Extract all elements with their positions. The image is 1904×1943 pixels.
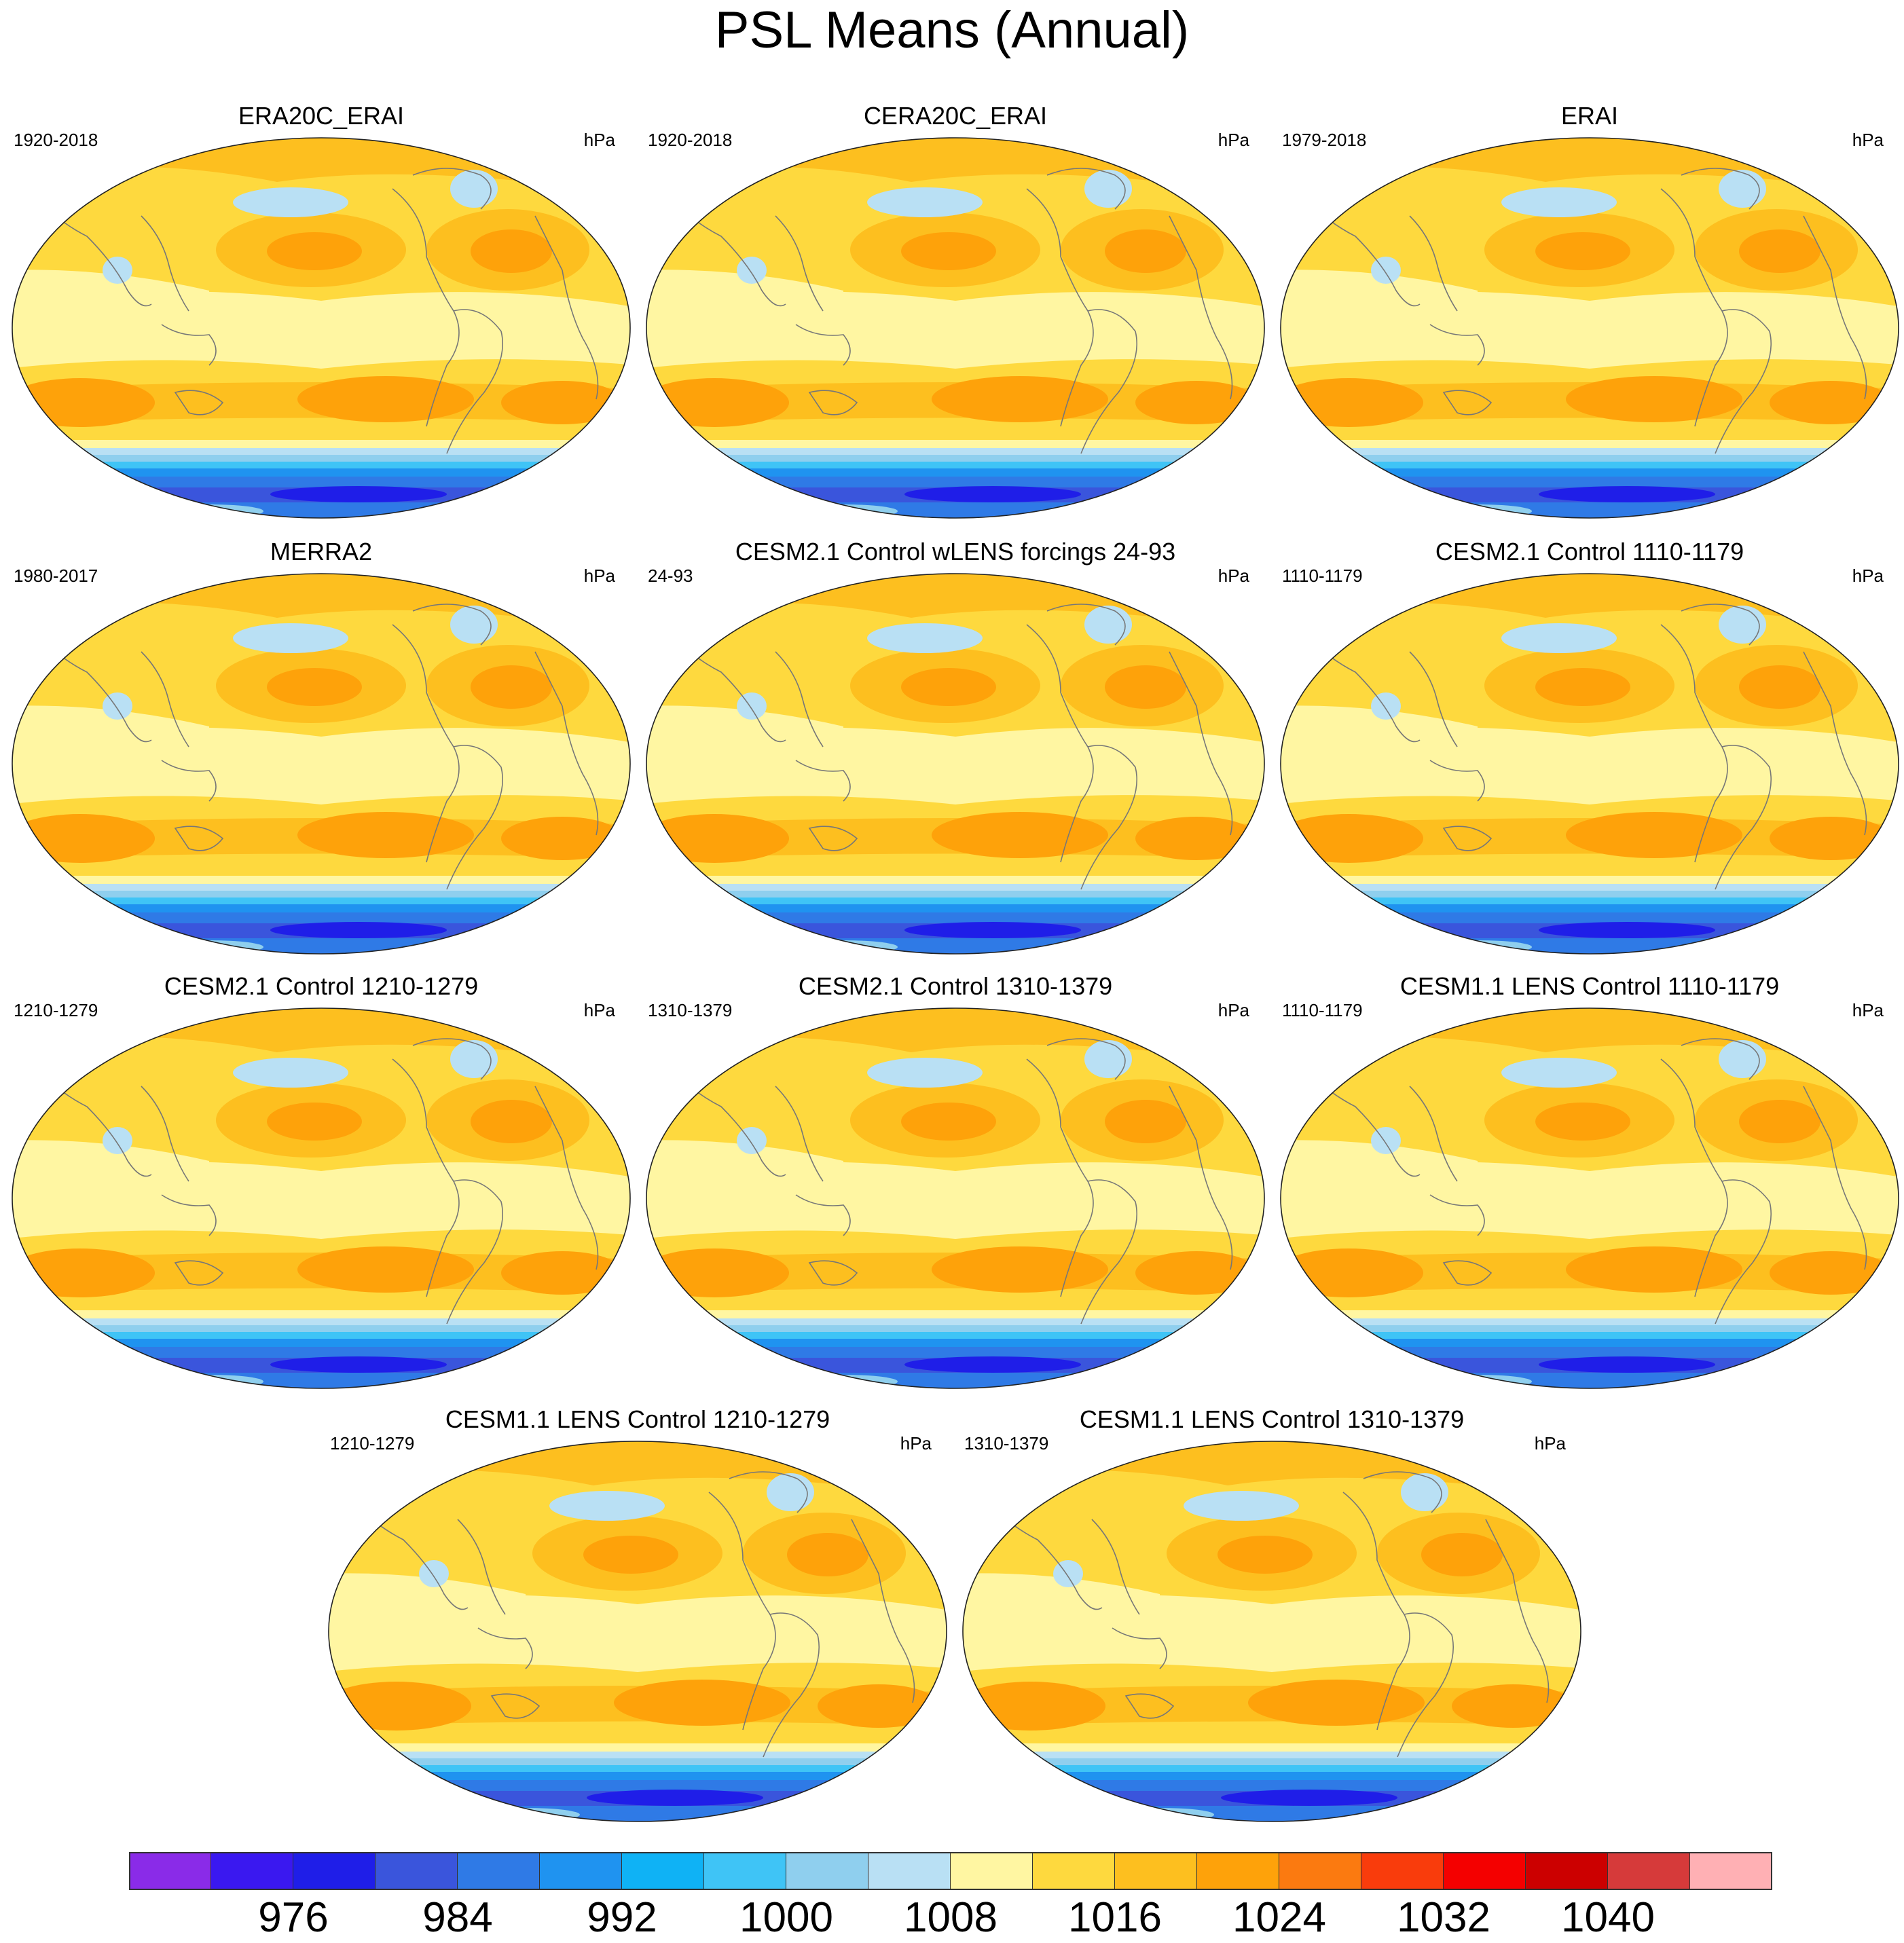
panel-title: MERRA2 <box>270 538 373 566</box>
map-panel: CESM2.1 Control 1110-1179 1110-1179 hPa <box>1274 536 1904 957</box>
colorbar-tick-label: 1000 <box>739 1894 833 1941</box>
panel-units-label: hPa <box>1534 1433 1566 1454</box>
psl-map <box>646 573 1265 955</box>
panel-units-label: hPa <box>1218 1000 1249 1020</box>
map-panel: CESM2.1 Control wLENS forcings 24-93 24-… <box>640 536 1271 957</box>
colorbar-swatch <box>1526 1852 1608 1890</box>
panel-title: CESM1.1 LENS Control 1310-1379 <box>1079 1405 1465 1433</box>
colorbar-tick-label: 984 <box>422 1894 493 1941</box>
colorbar-swatch <box>1197 1852 1279 1890</box>
panel-units-label: hPa <box>1852 566 1884 586</box>
panel-title: CESM1.1 LENS Control 1110-1179 <box>1399 972 1780 1000</box>
panel-title: CERA20C_ERAI <box>863 102 1048 130</box>
panel-period-label: 1110-1179 <box>1282 1000 1363 1020</box>
colorbar-tick-label: 976 <box>258 1894 329 1941</box>
colorbar-tick-label: 992 <box>587 1894 657 1941</box>
colorbar-swatch <box>1444 1852 1526 1890</box>
panel-title: ERA20C_ERAI <box>238 102 405 130</box>
panel-units-label: hPa <box>1852 130 1884 150</box>
colorbar-swatch <box>1115 1852 1197 1890</box>
psl-map <box>12 137 631 519</box>
psl-map <box>1280 573 1899 955</box>
panel-period-label: 1979-2018 <box>1282 130 1367 150</box>
colorbar-swatch <box>868 1852 951 1890</box>
panel-period-label: 1210-1279 <box>330 1433 415 1454</box>
colorbar-swatch <box>293 1852 376 1890</box>
psl-map <box>962 1441 1581 1822</box>
panel-period-label: 1920-2018 <box>648 130 733 150</box>
colorbar <box>129 1852 1772 1890</box>
panel-title: CESM2.1 Control wLENS forcings 24-93 <box>735 538 1176 566</box>
psl-map <box>646 1007 1265 1389</box>
map-panel: CESM1.1 LENS Control 1210-1279 1210-1279… <box>322 1404 953 1825</box>
panel-units-label: hPa <box>583 130 615 150</box>
colorbar-swatch <box>458 1852 540 1890</box>
panel-period-label: 1310-1379 <box>964 1433 1049 1454</box>
map-panel: CERA20C_ERAI 1920-2018 hPa <box>640 100 1271 521</box>
colorbar-swatch <box>1033 1852 1115 1890</box>
panel-period-label: 1980-2017 <box>14 566 98 586</box>
colorbar-swatch <box>1279 1852 1361 1890</box>
panel-units-label: hPa <box>1218 566 1249 586</box>
map-panel: CESM2.1 Control 1310-1379 1310-1379 hPa <box>640 971 1271 1392</box>
colorbar-swatch <box>1608 1852 1690 1890</box>
colorbar-swatch <box>211 1852 293 1890</box>
colorbar-swatch <box>704 1852 786 1890</box>
colorbar-swatch <box>376 1852 458 1890</box>
map-panel: CESM2.1 Control 1210-1279 1210-1279 hPa <box>5 971 637 1392</box>
psl-map <box>646 137 1265 519</box>
colorbar-tick-label: 1024 <box>1232 1894 1326 1941</box>
panel-title: CESM2.1 Control 1110-1179 <box>1435 538 1744 566</box>
panel-units-label: hPa <box>900 1433 932 1454</box>
panel-title: ERAI <box>1560 102 1619 130</box>
colorbar-swatch <box>1361 1852 1444 1890</box>
map-panel: CESM1.1 LENS Control 1110-1179 1110-1179… <box>1274 971 1904 1392</box>
colorbar-swatch <box>786 1852 868 1890</box>
psl-map <box>12 1007 631 1389</box>
panel-period-label: 1920-2018 <box>14 130 98 150</box>
panel-units-label: hPa <box>583 1000 615 1020</box>
panel-units-label: hPa <box>1852 1000 1884 1020</box>
panel-period-label: 1110-1179 <box>1282 566 1363 586</box>
panel-units-label: hPa <box>1218 130 1249 150</box>
panel-period-label: 24-93 <box>648 566 693 586</box>
colorbar-swatch <box>622 1852 704 1890</box>
map-panel: CESM1.1 LENS Control 1310-1379 1310-1379… <box>956 1404 1588 1825</box>
psl-map <box>1280 137 1899 519</box>
map-panel: ERA20C_ERAI 1920-2018 hPa <box>5 100 637 521</box>
panel-period-label: 1210-1279 <box>14 1000 98 1020</box>
colorbar-swatch <box>540 1852 622 1890</box>
colorbar-swatch <box>129 1852 211 1890</box>
panel-title: CESM2.1 Control 1210-1279 <box>164 972 479 1000</box>
panel-units-label: hPa <box>583 566 615 586</box>
colorbar-tick-label: 1032 <box>1397 1894 1490 1941</box>
colorbar-tick-label: 1040 <box>1561 1894 1655 1941</box>
figure-title: PSL Means (Annual) <box>714 1 1190 59</box>
colorbar-swatch <box>1690 1852 1772 1890</box>
panel-title: CESM2.1 Control 1310-1379 <box>798 972 1113 1000</box>
psl-map <box>1280 1007 1899 1389</box>
map-panel: MERRA2 1980-2017 hPa <box>5 536 637 957</box>
panel-period-label: 1310-1379 <box>648 1000 733 1020</box>
panel-title: CESM1.1 LENS Control 1210-1279 <box>445 1405 830 1433</box>
colorbar-swatch <box>951 1852 1033 1890</box>
colorbar-tick-label: 1016 <box>1068 1894 1162 1941</box>
colorbar-tick-label: 1008 <box>904 1894 997 1941</box>
psl-map <box>12 573 631 955</box>
psl-map <box>328 1441 947 1822</box>
map-panel: ERAI 1979-2018 hPa <box>1274 100 1904 521</box>
